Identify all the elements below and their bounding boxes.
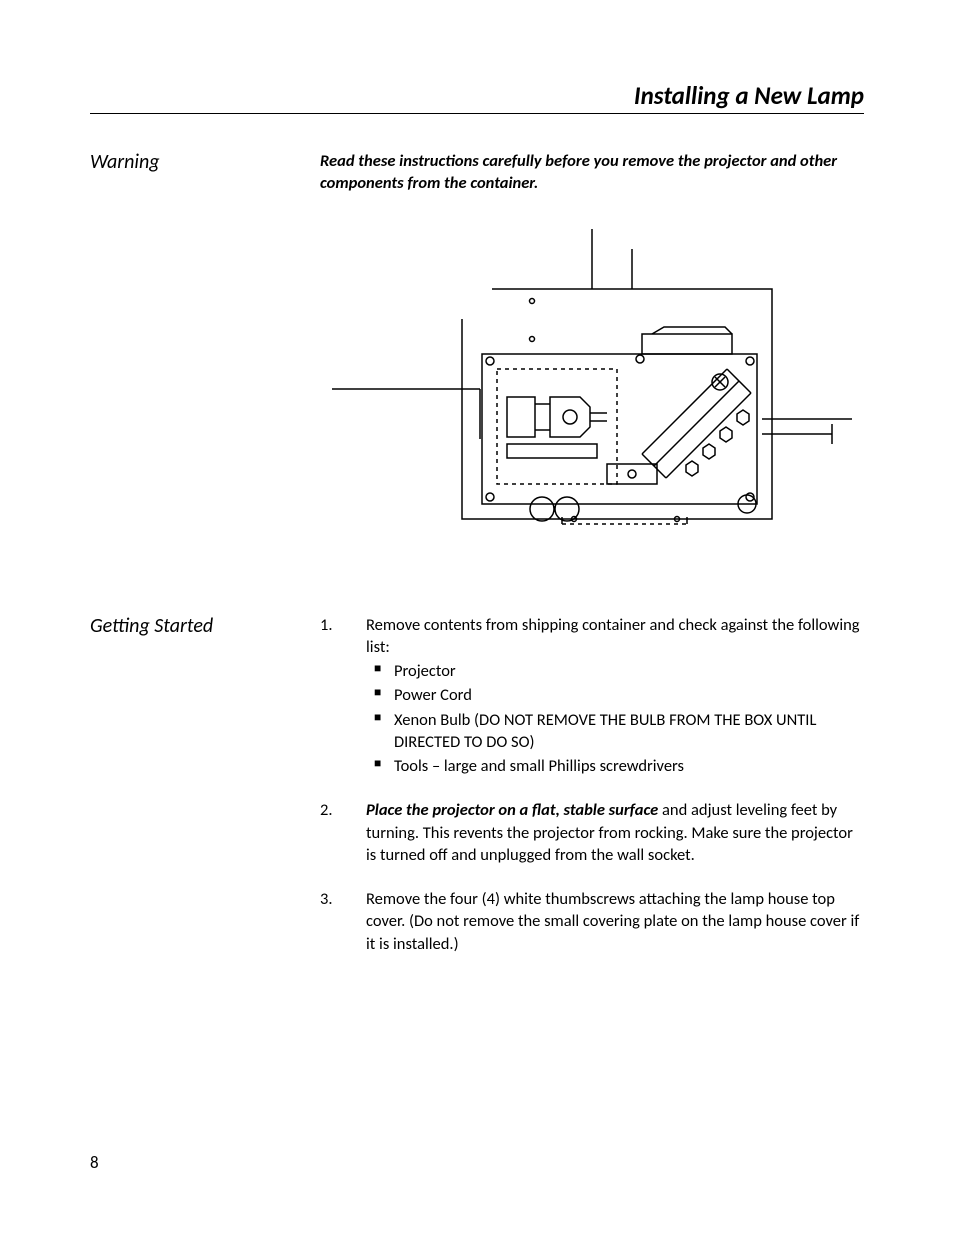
page-title: Installing a New Lamp xyxy=(90,80,864,114)
bullet-tools: Tools – large and small Phillips screwdr… xyxy=(366,755,864,777)
projector-diagram xyxy=(320,219,864,554)
bullet-projector: Projector xyxy=(366,660,864,682)
step-3-text: Remove the four (4) white thumbscrews at… xyxy=(366,889,859,954)
bullet-power-cord: Power Cord xyxy=(366,684,864,706)
step-1-lead: Remove contents from shipping container … xyxy=(366,615,860,657)
warning-heading: Warning xyxy=(90,150,320,174)
step-1: Remove contents from shipping container … xyxy=(320,614,864,778)
step-2-bold: Place the projector on a flat, stable su… xyxy=(366,800,658,820)
step-3: Remove the four (4) white thumbscrews at… xyxy=(320,888,864,955)
steps-list: Remove contents from shipping container … xyxy=(320,614,864,955)
page-number: 8 xyxy=(90,1152,99,1173)
step-2: Place the projector on a flat, stable su… xyxy=(320,799,864,866)
step-1-bullets: Projector Power Cord Xenon Bulb (DO NOT … xyxy=(366,660,864,777)
warning-text: Read these instructions carefully before… xyxy=(320,150,864,195)
bullet-xenon-bulb: Xenon Bulb (DO NOT REMOVE THE BULB FROM … xyxy=(366,709,864,754)
getting-started-heading: Getting Started xyxy=(90,614,320,638)
